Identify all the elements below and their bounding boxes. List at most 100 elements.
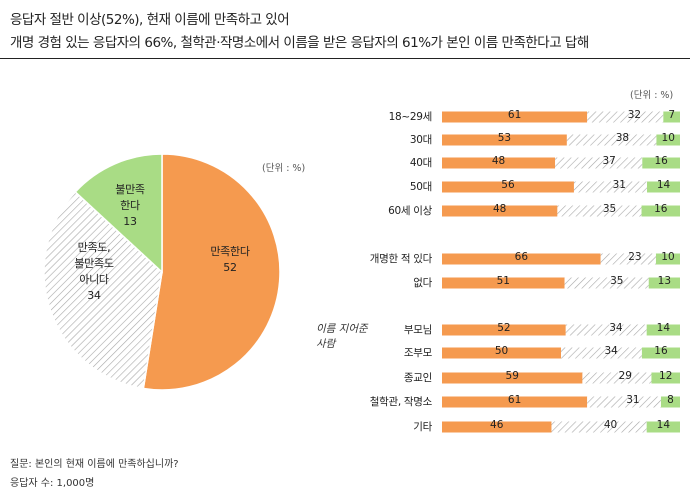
bar-segment-neutral xyxy=(565,324,647,336)
pie-slice-label-text: 불만족도 xyxy=(74,257,114,270)
bar-value-dissatisfied: 10 xyxy=(661,251,675,263)
group-note-line: 사람 xyxy=(316,338,336,350)
bar-segment-satisfied xyxy=(442,347,561,359)
bar-value-neutral: 40 xyxy=(603,419,618,431)
bar-segment-neutral xyxy=(587,396,661,408)
bar-value-satisfied: 48 xyxy=(491,155,506,167)
bar-segment-dissatisfied xyxy=(651,372,680,384)
bar-segment-dissatisfied xyxy=(647,181,680,193)
bar-segment-neutral xyxy=(566,134,657,146)
bar-value-dissatisfied: 8 xyxy=(667,394,674,406)
bar-value-neutral: 34 xyxy=(609,322,623,334)
bar-category-label: 60세 이상 xyxy=(388,205,432,217)
bar-category-label: 기타 xyxy=(413,421,432,433)
bar-unit-label: (단위 : %) xyxy=(630,90,674,101)
bar-segment-neutral xyxy=(555,157,643,169)
bar-segment-dissatisfied xyxy=(641,205,680,217)
bar-segment-satisfied xyxy=(442,134,567,146)
bar-value-satisfied: 50 xyxy=(494,345,509,357)
respondent-count: 응답자 수: 1,000명 xyxy=(10,478,95,489)
bar-segment-neutral xyxy=(573,181,648,193)
bar-segment-neutral xyxy=(561,347,642,359)
bar-value-satisfied: 48 xyxy=(493,203,507,215)
bar-value-satisfied: 56 xyxy=(501,179,515,191)
survey-question: 질문: 본인의 현재 이름에 만족하십니까? xyxy=(10,459,179,470)
bar-segment-neutral xyxy=(582,372,652,384)
bar-category-label: 조부모 xyxy=(403,347,432,359)
bar-segment-satisfied xyxy=(442,181,574,193)
bar-category-label: 철학관, 작명소 xyxy=(369,396,433,408)
bar-value-satisfied: 61 xyxy=(507,394,522,406)
bar-segment-dissatisfied xyxy=(642,157,680,169)
bar-value-dissatisfied: 16 xyxy=(654,345,668,357)
bar-category-label: 50대 xyxy=(409,181,432,193)
bar-value-dissatisfied: 10 xyxy=(661,132,675,144)
bar-segment-dissatisfied xyxy=(656,134,680,146)
bar-value-dissatisfied: 14 xyxy=(656,179,671,191)
bar-segment-satisfied xyxy=(442,205,558,217)
pie-unit-label: (단위 : %) xyxy=(262,163,306,174)
bar-value-neutral: 32 xyxy=(627,109,642,121)
bar-segment-neutral xyxy=(557,205,642,217)
group-note-line: 이름 지어준 xyxy=(316,323,368,335)
bar-value-dissatisfied: 7 xyxy=(668,109,675,121)
bar-segment-satisfied xyxy=(442,157,556,169)
bar-value-neutral: 38 xyxy=(615,132,630,144)
bar-value-neutral: 23 xyxy=(628,251,642,263)
bar-category-label: 18~29세 xyxy=(388,111,433,123)
bar-segment-satisfied xyxy=(442,372,583,384)
bar-value-dissatisfied: 13 xyxy=(657,275,672,287)
bar-segment-dissatisfied xyxy=(648,277,680,289)
bar-value-neutral: 31 xyxy=(612,179,626,191)
bar-value-neutral: 29 xyxy=(618,370,632,382)
bar-category-label: 부모님 xyxy=(403,324,432,336)
bar-value-satisfied: 61 xyxy=(507,109,522,121)
pie-slice-label-text: 한다 xyxy=(120,199,140,212)
bar-value-dissatisfied: 14 xyxy=(656,419,671,431)
bar-value-neutral: 35 xyxy=(610,275,624,287)
bar-segment-dissatisfied xyxy=(646,421,680,433)
title-line-1: 응답자 절반 이상(52%), 현재 이름에 만족하고 있어 xyxy=(10,12,290,28)
pie-slice-satisfied xyxy=(142,153,281,391)
bar-segment-neutral xyxy=(587,111,664,123)
group-note: 이름 지어준 사람 xyxy=(316,322,368,352)
pie-slice-dissatisfied xyxy=(74,153,163,274)
bar-segment-satisfied xyxy=(442,421,552,433)
bar-value-satisfied: 53 xyxy=(497,132,512,144)
bar-category-label: 개명한 적 있다 xyxy=(369,253,433,265)
bar-category-label: 없다 xyxy=(413,277,432,289)
bar-segment-neutral xyxy=(551,421,647,433)
bar-value-neutral: 34 xyxy=(604,345,618,357)
bar-segment-dissatisfied xyxy=(655,253,680,265)
pie-slice-label-text: 만족도, xyxy=(77,241,111,254)
pie-slice-label-text: 불만족 xyxy=(115,183,145,196)
bar-value-neutral: 37 xyxy=(602,155,616,167)
bar-segment-satisfied xyxy=(442,324,566,336)
pie-slice-value: 13 xyxy=(123,215,137,228)
title-line-2: 개명 경험 있는 응답자의 66%, 철학관·작명소에서 이름을 받은 응답자의… xyxy=(10,35,589,51)
bar-value-satisfied: 52 xyxy=(497,322,511,334)
bar-segment-satisfied xyxy=(442,396,588,408)
bar-segment-dissatisfied xyxy=(646,324,680,336)
bar-segment-dissatisfied xyxy=(641,347,680,359)
bar-value-neutral: 35 xyxy=(602,203,617,215)
pie-slice-label: 만족한다 52 xyxy=(210,244,250,276)
pie-slice-value: 34 xyxy=(87,289,101,302)
bar-value-satisfied: 66 xyxy=(514,251,529,263)
pie-slice-label-text: 만족한다 xyxy=(210,245,250,258)
bar-segment-satisfied xyxy=(442,111,588,123)
bar-value-dissatisfied: 12 xyxy=(659,370,673,382)
bar-category-label: 종교인 xyxy=(403,372,432,384)
bar-segment-neutral xyxy=(564,277,649,289)
title-divider xyxy=(0,58,690,59)
bar-value-satisfied: 59 xyxy=(505,370,519,382)
bar-value-dissatisfied: 16 xyxy=(654,203,668,215)
bar-value-satisfied: 46 xyxy=(490,419,504,431)
bar-segment-dissatisfied xyxy=(660,396,680,408)
bar-segment-dissatisfied xyxy=(663,111,680,123)
pie-slice-label-text: 아니다 xyxy=(79,273,109,286)
bar-segment-satisfied xyxy=(442,253,601,265)
